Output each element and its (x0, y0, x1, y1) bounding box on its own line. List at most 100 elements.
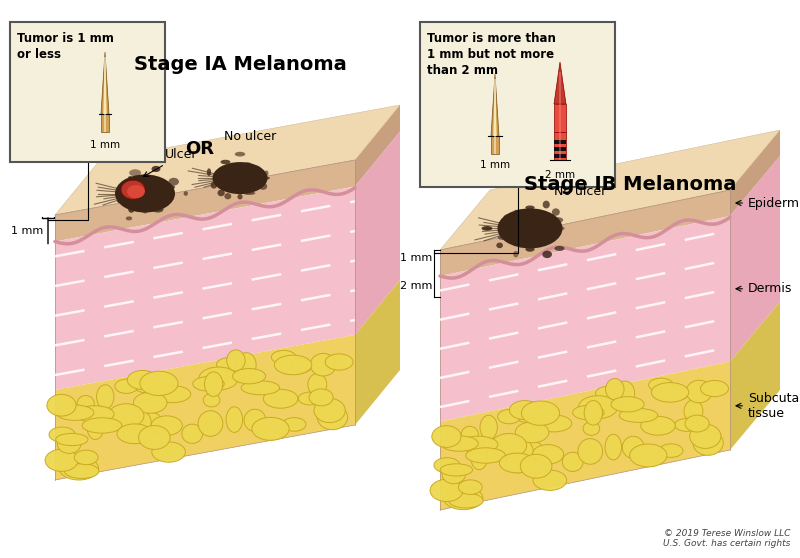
Text: Epidermis: Epidermis (736, 196, 800, 209)
Ellipse shape (444, 487, 483, 509)
Ellipse shape (701, 381, 729, 397)
Ellipse shape (314, 398, 346, 422)
Ellipse shape (167, 194, 174, 201)
Ellipse shape (203, 393, 220, 407)
Ellipse shape (552, 208, 560, 216)
Ellipse shape (182, 424, 202, 444)
Ellipse shape (108, 404, 144, 428)
Ellipse shape (128, 176, 132, 180)
Ellipse shape (165, 201, 169, 205)
Text: Stage IA Melanoma: Stage IA Melanoma (134, 55, 346, 74)
Ellipse shape (123, 424, 146, 444)
Ellipse shape (504, 216, 515, 221)
Ellipse shape (430, 479, 463, 502)
Ellipse shape (578, 396, 618, 418)
Polygon shape (491, 136, 499, 154)
Text: Stage IB Melanoma: Stage IB Melanoma (524, 175, 736, 194)
Ellipse shape (693, 430, 723, 455)
Polygon shape (730, 130, 780, 216)
Ellipse shape (553, 217, 563, 223)
Polygon shape (730, 156, 780, 362)
Ellipse shape (234, 152, 246, 156)
Polygon shape (55, 160, 355, 242)
Ellipse shape (265, 171, 269, 176)
Ellipse shape (526, 247, 534, 252)
Ellipse shape (470, 445, 487, 470)
Ellipse shape (514, 440, 534, 464)
Ellipse shape (498, 235, 509, 240)
Ellipse shape (151, 416, 182, 435)
Ellipse shape (154, 386, 190, 403)
Polygon shape (101, 52, 109, 114)
Polygon shape (55, 105, 400, 215)
Ellipse shape (127, 185, 145, 198)
Text: 1 mm: 1 mm (90, 140, 120, 150)
Ellipse shape (684, 400, 703, 422)
Ellipse shape (221, 160, 230, 164)
Text: 1 mm: 1 mm (10, 226, 43, 236)
Text: 1 mm but not more: 1 mm but not more (427, 48, 554, 61)
Ellipse shape (542, 201, 550, 209)
Text: Tumor is 1 mm: Tumor is 1 mm (17, 32, 114, 45)
Ellipse shape (116, 192, 121, 195)
Ellipse shape (532, 445, 563, 464)
Ellipse shape (115, 379, 138, 393)
Polygon shape (104, 57, 106, 132)
Ellipse shape (184, 191, 188, 196)
Ellipse shape (526, 205, 534, 209)
Ellipse shape (309, 389, 333, 406)
Ellipse shape (459, 436, 498, 453)
Ellipse shape (503, 214, 513, 221)
Text: Tumor is more than: Tumor is more than (427, 32, 556, 45)
Ellipse shape (520, 454, 552, 478)
Polygon shape (440, 216, 730, 422)
Ellipse shape (236, 353, 256, 377)
Ellipse shape (641, 416, 675, 435)
Ellipse shape (238, 194, 242, 199)
Ellipse shape (252, 417, 289, 440)
Polygon shape (101, 114, 109, 132)
Ellipse shape (432, 426, 461, 448)
Ellipse shape (134, 392, 167, 413)
Ellipse shape (542, 251, 552, 258)
Ellipse shape (584, 401, 602, 425)
Polygon shape (730, 302, 780, 450)
Polygon shape (554, 62, 566, 104)
Ellipse shape (142, 209, 147, 214)
Polygon shape (355, 132, 400, 335)
Polygon shape (355, 280, 400, 425)
FancyBboxPatch shape (420, 22, 615, 187)
Ellipse shape (226, 407, 242, 432)
Ellipse shape (668, 386, 688, 400)
Ellipse shape (573, 405, 604, 420)
Ellipse shape (282, 417, 306, 431)
Polygon shape (494, 79, 496, 154)
Ellipse shape (659, 444, 683, 458)
Ellipse shape (129, 169, 141, 176)
Ellipse shape (649, 378, 674, 392)
Ellipse shape (244, 409, 266, 431)
Ellipse shape (466, 448, 506, 463)
Ellipse shape (49, 427, 75, 442)
Ellipse shape (199, 367, 238, 390)
Text: than 2 mm: than 2 mm (427, 64, 498, 77)
Ellipse shape (135, 412, 162, 428)
Ellipse shape (630, 444, 667, 467)
Ellipse shape (152, 206, 163, 213)
Ellipse shape (619, 408, 658, 422)
Ellipse shape (506, 454, 529, 473)
Ellipse shape (47, 395, 76, 416)
Ellipse shape (496, 243, 503, 248)
Ellipse shape (605, 391, 628, 408)
Ellipse shape (253, 184, 260, 189)
Ellipse shape (491, 434, 526, 458)
Text: © 2019 Terese Winslow LLC
U.S. Govt. has certain rights: © 2019 Terese Winslow LLC U.S. Govt. has… (662, 528, 790, 548)
Ellipse shape (152, 442, 186, 462)
Ellipse shape (259, 176, 270, 180)
Ellipse shape (562, 452, 583, 472)
Ellipse shape (480, 415, 498, 440)
Polygon shape (55, 186, 355, 390)
Ellipse shape (449, 493, 483, 508)
Ellipse shape (434, 458, 460, 473)
Ellipse shape (514, 405, 546, 423)
